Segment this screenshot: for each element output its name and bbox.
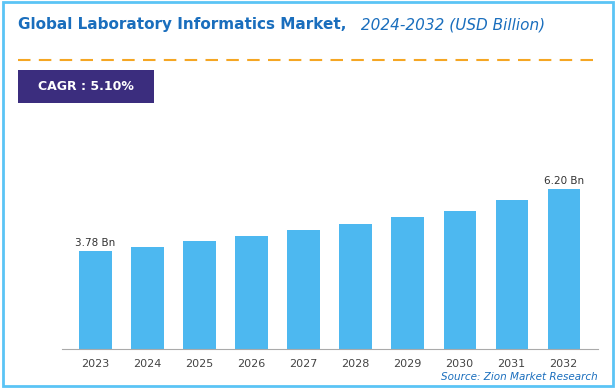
Bar xyxy=(79,251,111,349)
Text: 2024-2032 (USD Billion): 2024-2032 (USD Billion) xyxy=(356,17,545,33)
Bar xyxy=(495,200,528,349)
Text: CAGR : 5.10%: CAGR : 5.10% xyxy=(38,80,134,93)
Bar xyxy=(184,241,216,349)
Text: Source: Zion Market Research: Source: Zion Market Research xyxy=(441,372,598,382)
Bar xyxy=(392,217,424,349)
Bar xyxy=(235,236,267,349)
Text: 3.78 Bn: 3.78 Bn xyxy=(75,238,116,248)
Text: Global Laboratory Informatics Market,: Global Laboratory Informatics Market, xyxy=(18,17,347,33)
Bar xyxy=(131,246,164,349)
Bar xyxy=(444,211,476,349)
Text: 6.20 Bn: 6.20 Bn xyxy=(544,176,584,186)
Bar xyxy=(339,224,371,349)
Bar xyxy=(288,230,320,349)
Bar xyxy=(548,189,580,349)
